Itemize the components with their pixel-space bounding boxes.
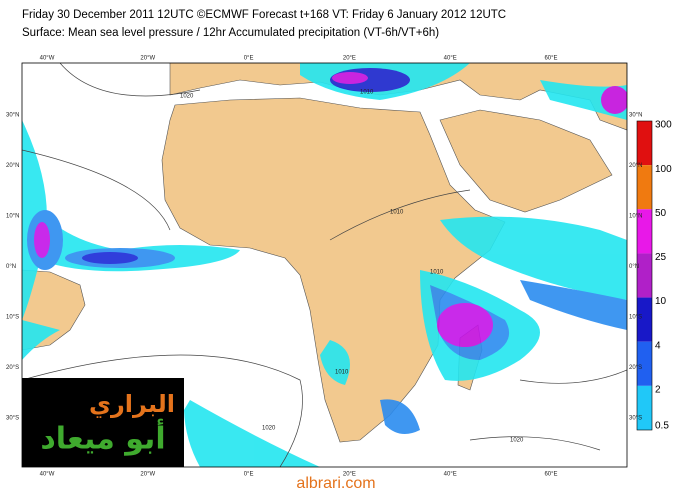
longitude-label: 0°E	[244, 56, 254, 62]
latitude-label: 20°N	[629, 163, 642, 169]
longitude-label: 20°W	[140, 472, 155, 478]
latitude-label: 10°N	[629, 214, 642, 220]
colorbar-label: 25	[655, 252, 667, 263]
isobar-label: 1010	[430, 270, 444, 276]
latitude-label: 0°N	[629, 264, 639, 270]
colorbar-label: 10	[655, 296, 667, 307]
isobar-label: 1010	[360, 90, 374, 96]
longitude-label: 60°E	[544, 472, 557, 478]
longitude-label: 20°E	[343, 56, 356, 62]
longitude-label: 0°E	[244, 472, 254, 478]
isobar-label: 1020	[262, 426, 276, 432]
map-area: 1020 1010 1010 1010 1020 1010 1020	[22, 63, 627, 467]
isobar-label: 1020	[180, 94, 194, 100]
longitude-label: 40°E	[444, 472, 457, 478]
colorbar: 300 100 50 25 10 4 2 0.5	[636, 120, 672, 432]
colorbar-segment	[637, 165, 652, 210]
subtitle: Surface: Mean sea level pressure / 12hr …	[22, 27, 439, 39]
colorbar-label: 0.5	[655, 421, 669, 432]
colorbar-segment	[637, 253, 652, 298]
colorbar-segment	[637, 341, 652, 386]
isobar-label: 1020	[510, 438, 524, 444]
colorbar-segment	[637, 209, 652, 254]
colorbar-label: 50	[655, 208, 667, 219]
website: albrari.com	[296, 475, 375, 492]
latitude-label: 10°S	[629, 315, 642, 321]
latitude-label: 30°S	[629, 416, 642, 422]
longitude-label: 40°W	[40, 472, 55, 478]
colorbar-label: 100	[655, 164, 672, 175]
map-frame	[21, 62, 628, 468]
isobar-label: 1010	[335, 370, 349, 376]
latitude-label: 0°N	[6, 264, 16, 270]
latitude-label: 10°S	[6, 315, 19, 321]
latitude-label: 30°N	[6, 113, 19, 119]
isobar-label: 1010	[390, 210, 404, 216]
colorbar-segment	[637, 297, 652, 342]
logo-box	[22, 378, 184, 467]
longitude-label: 40°W	[40, 56, 55, 62]
colorbar-segment	[637, 121, 652, 166]
longitude-label: 20°W	[140, 56, 155, 62]
colorbar-label: 300	[655, 120, 672, 131]
colorbar-frame	[636, 120, 653, 431]
title: Friday 30 December 2011 12UTC ©ECMWF For…	[22, 9, 506, 21]
longitude-label: 40°E	[444, 56, 457, 62]
longitude-label: 20°E	[343, 472, 356, 478]
colorbar-segment	[637, 385, 652, 430]
latitude-label: 20°S	[629, 365, 642, 371]
latitude-label: 10°N	[6, 214, 19, 220]
colorbar-label: 2	[655, 384, 661, 395]
latitude-label: 20°S	[6, 365, 19, 371]
logo-text: البراري	[89, 390, 175, 418]
latitude-label: 30°N	[629, 113, 642, 119]
latitude-label: 20°N	[6, 163, 19, 169]
logo-text: أبو ميعاد	[40, 419, 165, 457]
colorbar-label: 4	[655, 340, 661, 351]
latitude-label: 30°S	[6, 416, 19, 422]
longitude-label: 60°E	[544, 56, 557, 62]
